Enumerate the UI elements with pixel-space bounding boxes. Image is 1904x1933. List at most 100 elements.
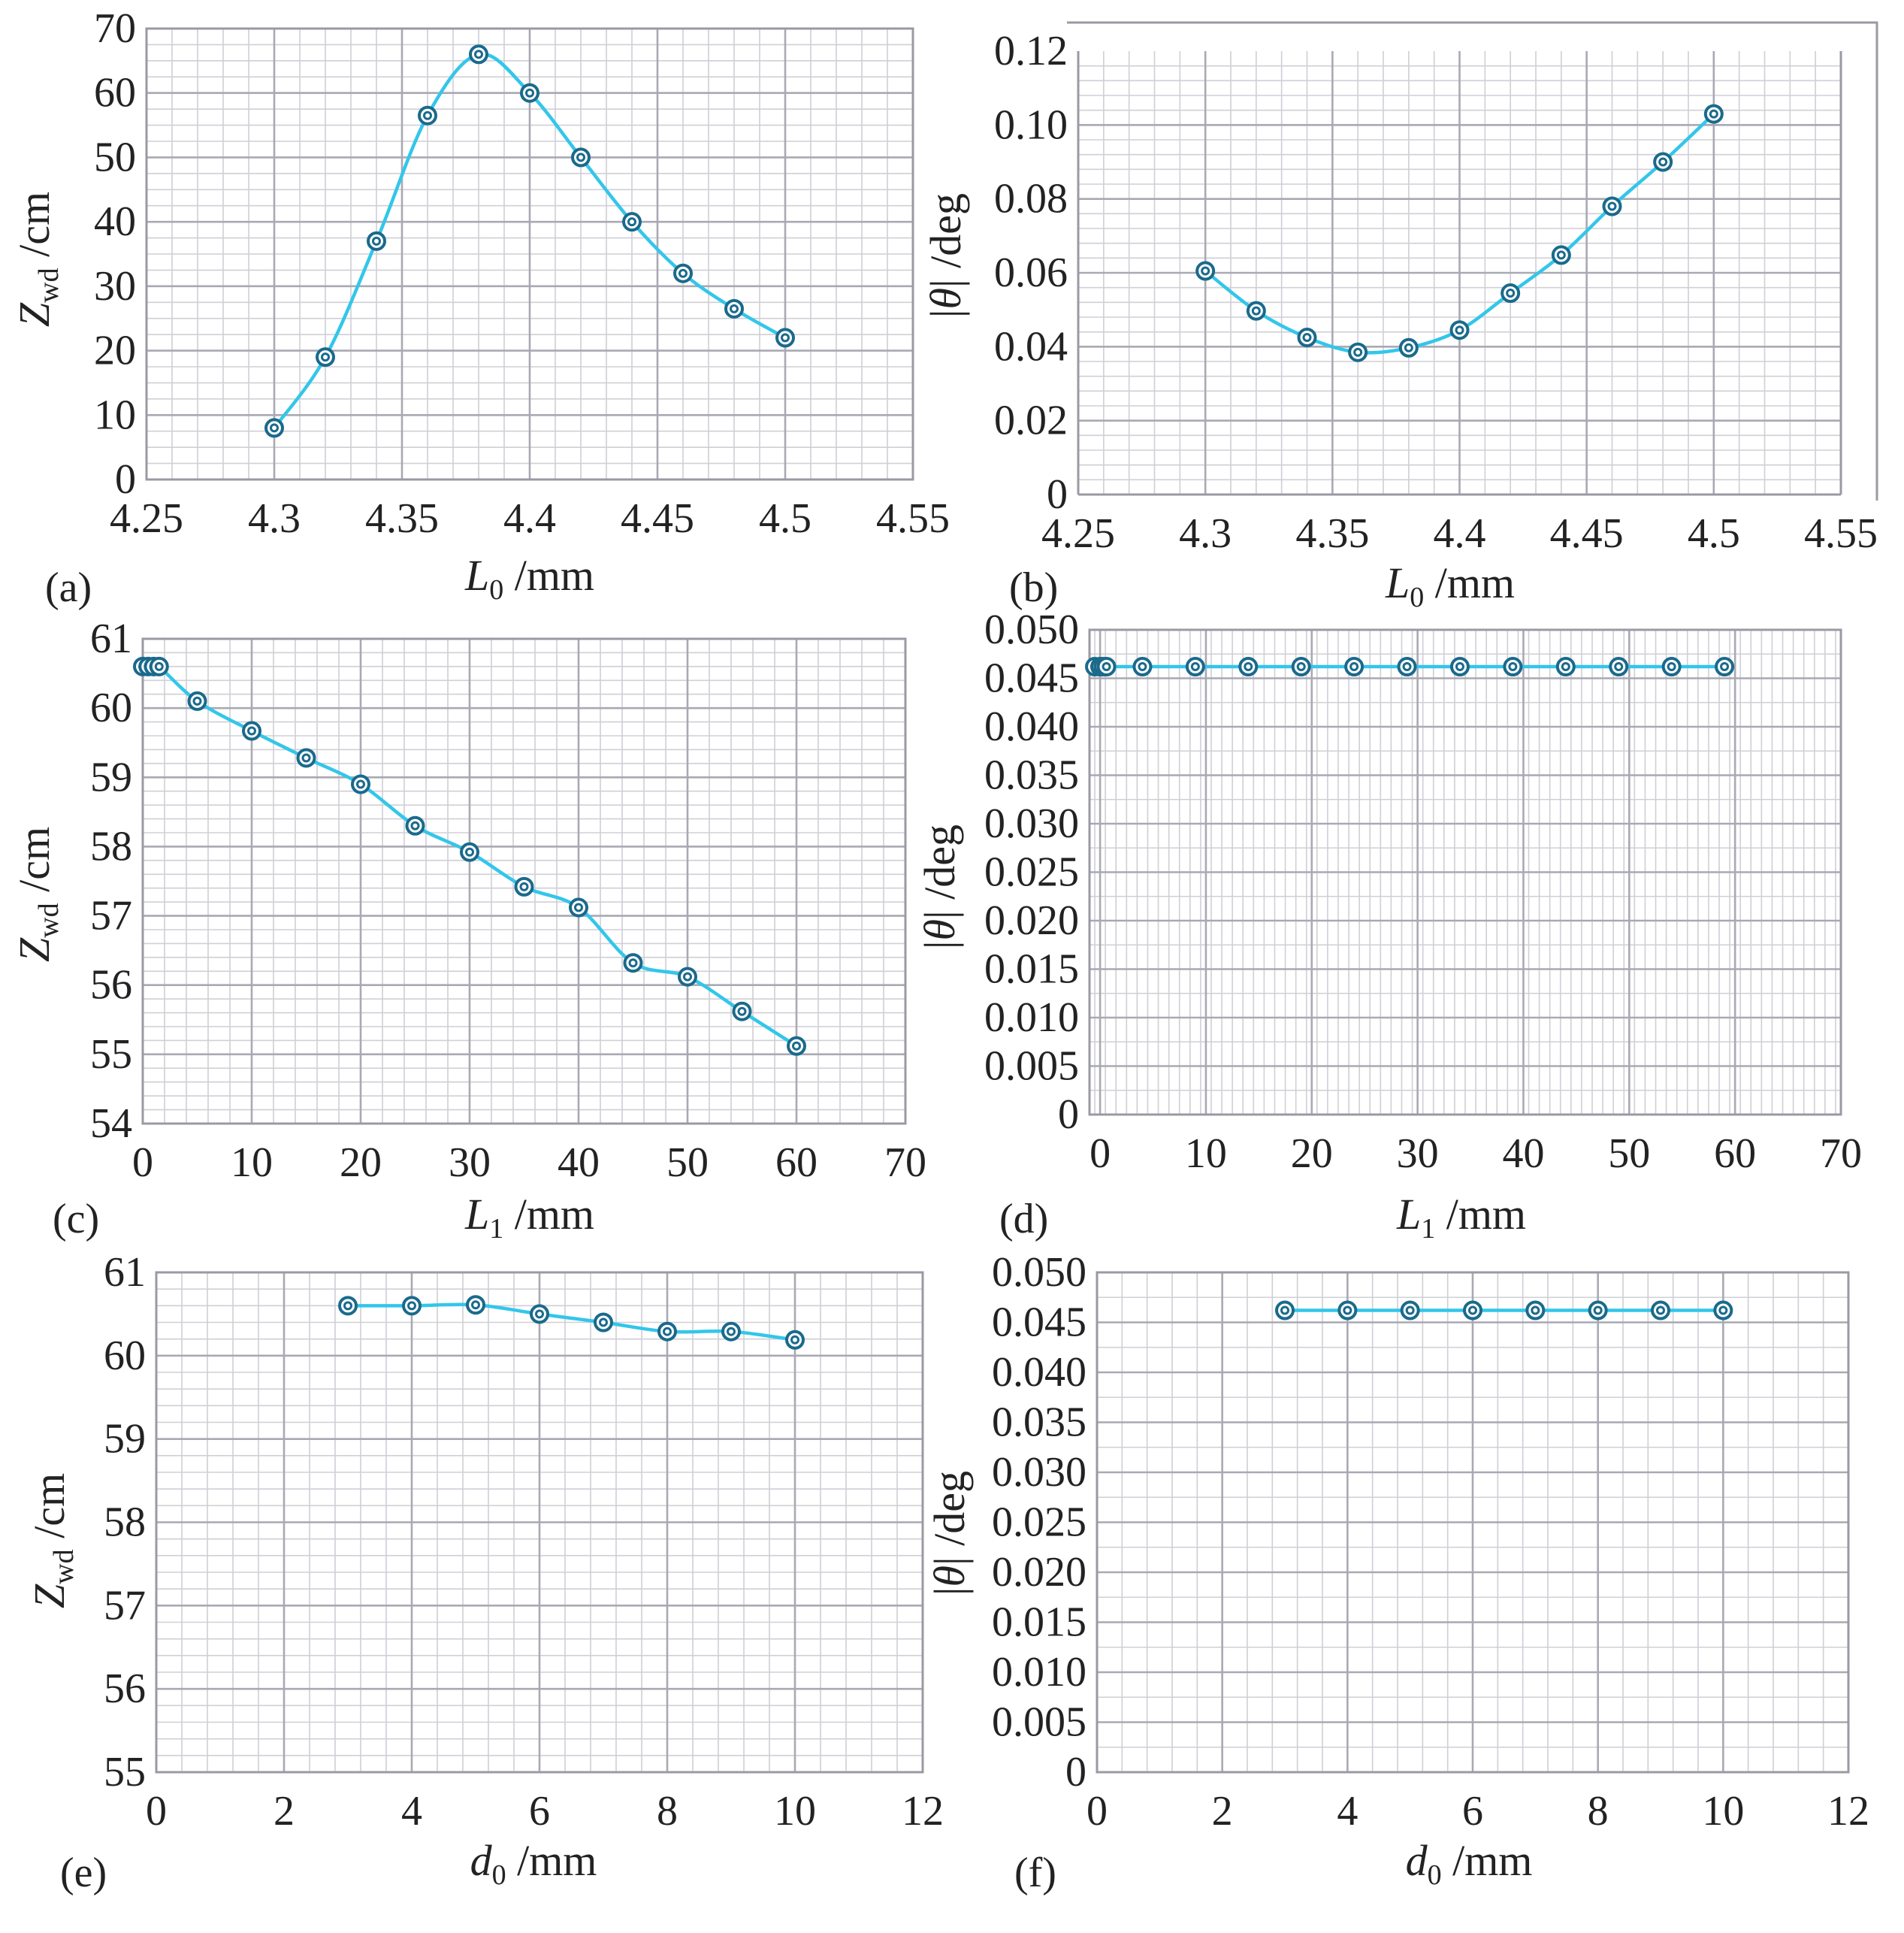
chart-a-x-tick: 4.45	[621, 495, 694, 542]
chart-b-point	[1398, 337, 1419, 358]
chart-e-point	[721, 1321, 741, 1342]
chart-f-x-tick: 2	[1212, 1788, 1233, 1835]
chart-d-x-tick: 40	[1502, 1130, 1544, 1177]
chart-a-y-tick: 0	[115, 456, 136, 503]
chart-c-x-tick: 60	[775, 1139, 818, 1186]
chart-c-x-tick: 70	[884, 1139, 926, 1186]
chart-d-plot-area	[1088, 628, 1842, 1116]
chart-f-point	[1463, 1300, 1482, 1320]
chart-a-y-tick: 70	[94, 5, 136, 52]
chart-a-y-tick: 30	[94, 263, 136, 310]
chart-e-x-label: d0 /mm	[470, 1836, 597, 1891]
chart-d-point	[1185, 657, 1205, 677]
chart-f-y-tick: 0.045	[992, 1299, 1086, 1346]
chart-b-y-tick: 0.02	[994, 398, 1068, 444]
chart-f-y-tick: 0.035	[992, 1399, 1086, 1446]
chart-a-x-tick: 4.25	[110, 495, 183, 542]
chart-f-y-tick: 0	[1065, 1749, 1086, 1795]
chart-d-y-tick: 0.050	[984, 607, 1079, 653]
chart-d-y-tick: 0.020	[984, 897, 1079, 944]
chart-c-point	[296, 748, 316, 768]
chart-e-point	[785, 1330, 805, 1350]
chart-c-x-tick: 0	[132, 1139, 153, 1186]
chart-b-x-tick: 4.45	[1550, 510, 1624, 557]
chart-b-y-tick: 0.04	[994, 323, 1068, 370]
chart-d-y-tick: 0.035	[984, 752, 1079, 799]
chart-f-x-tick: 12	[1827, 1788, 1869, 1835]
chart-f-y-tick: 0.005	[992, 1699, 1086, 1746]
chart-a-point	[520, 83, 539, 103]
chart-f-y-tick: 0.050	[992, 1249, 1086, 1296]
chart-d-point	[1238, 657, 1259, 677]
chart-f-grid	[1097, 1272, 1848, 1772]
chart-f-y-tick: 0.015	[992, 1599, 1086, 1646]
chart-d-point	[1291, 657, 1311, 677]
chart-c-point	[569, 897, 588, 918]
chart-c-y-tick: 56	[90, 962, 132, 1009]
chart-b-x-tick: 4.25	[1041, 510, 1115, 557]
chart-f-y-tick: 0.040	[992, 1349, 1086, 1396]
chart-c-x-tick: 20	[340, 1139, 382, 1186]
chart-a-point	[775, 328, 795, 348]
chart-d-y-tick: 0.030	[984, 800, 1079, 847]
chart-c-point	[678, 966, 697, 987]
chart-e-x-tick: 2	[274, 1788, 295, 1835]
chart-d-point	[1397, 657, 1417, 677]
chart-d-x-tick: 10	[1185, 1130, 1227, 1177]
chart-e-x-tick: 6	[529, 1788, 550, 1835]
chart-b-point	[1703, 104, 1724, 124]
chart-c-x-tick: 10	[231, 1139, 273, 1186]
chart-f-point	[1651, 1300, 1670, 1320]
chart-f-point	[1713, 1300, 1733, 1320]
chart-e-plot-area	[155, 1271, 924, 1774]
chart-d-point	[1503, 657, 1523, 677]
chart-e-y-tick: 61	[104, 1249, 146, 1296]
chart-a-x-tick: 4.3	[248, 495, 301, 542]
chart-b-point	[1653, 152, 1673, 172]
chart-a-plot-area	[145, 27, 914, 481]
chart-c-plot-area	[141, 637, 907, 1125]
chart-c-point	[514, 876, 534, 897]
chart-a-point	[673, 263, 693, 283]
chart-d-point	[1132, 657, 1153, 677]
chart-b-y-tick: 0.12	[994, 28, 1068, 74]
chart-a-panel-label: (a)	[45, 564, 92, 611]
chart-d-x-tick: 50	[1608, 1130, 1650, 1177]
chart-c-y-tick: 55	[90, 1031, 132, 1078]
chart-c-point	[149, 656, 169, 676]
chart-a-x-tick: 4.5	[759, 495, 811, 542]
chart-b-point	[1195, 261, 1216, 281]
chart-c-point	[623, 953, 643, 973]
chart-b-x-tick: 4.3	[1179, 510, 1232, 557]
chart-a-y-tick: 60	[94, 70, 136, 116]
chart-d-panel-label: (d)	[999, 1196, 1048, 1242]
chart-a-x-tick: 4.55	[876, 495, 950, 542]
chart-b-grid	[1078, 51, 1841, 495]
chart-e-grid	[156, 1272, 923, 1772]
chart-d-point	[1715, 657, 1735, 677]
chart-a-y-label: Zwd /cm	[10, 192, 65, 327]
chart-f-x-tick: 10	[1702, 1788, 1744, 1835]
chart-d-x-label: L1 /mm	[1396, 1190, 1526, 1245]
chart-b-outer-border	[1067, 21, 1878, 501]
chart-c-y-label: Zwd /cm	[10, 827, 65, 962]
chart-d-y-tick: 0.010	[984, 994, 1079, 1041]
chart-d-y-tick: 0	[1058, 1091, 1079, 1138]
chart-f-y-label: |θ| /deg	[925, 1471, 974, 1596]
chart-c-x-tick: 40	[558, 1139, 600, 1186]
chart-b-point	[1551, 245, 1571, 265]
chart-a-point	[571, 147, 591, 168]
chart-e-point	[402, 1296, 422, 1316]
chart-d-y-tick: 0.045	[984, 655, 1079, 702]
chart-f-y-tick: 0.020	[992, 1549, 1086, 1596]
chart-d-grid	[1090, 630, 1842, 1115]
chart-d-point	[1344, 657, 1365, 677]
chart-e-y-tick: 59	[104, 1416, 146, 1463]
chart-a-point	[724, 298, 744, 319]
chart-b-point	[1501, 283, 1521, 304]
chart-b-y-label: |θ| /deg	[921, 193, 970, 318]
chart-a-point	[622, 212, 642, 232]
chart-f-y-tick: 0.025	[992, 1499, 1086, 1546]
chart-f-plot-area	[1096, 1271, 1850, 1774]
